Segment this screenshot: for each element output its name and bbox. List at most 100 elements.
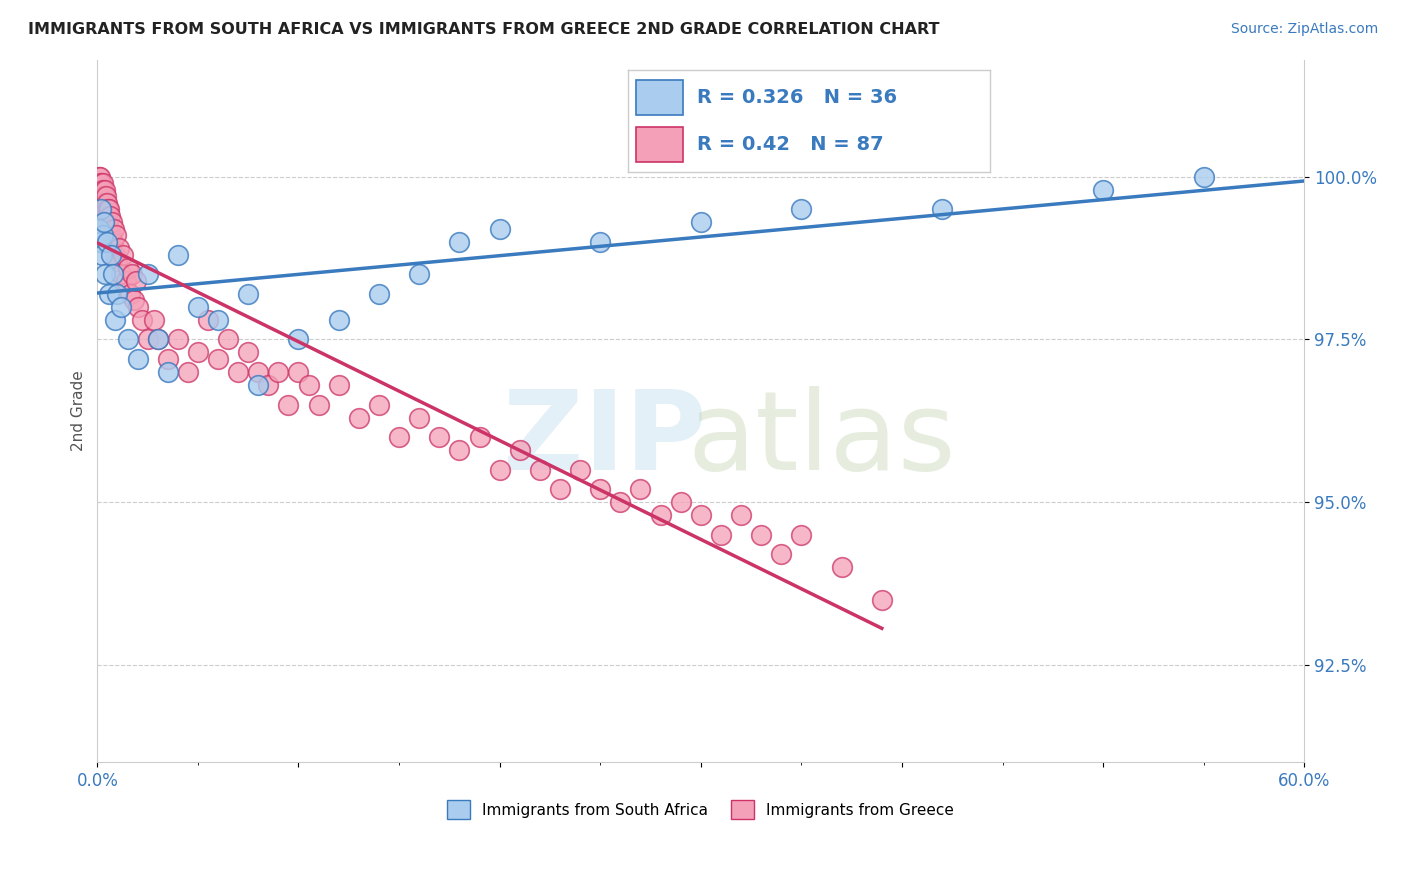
Point	[328, 313, 350, 327]
Point	[156, 365, 179, 379]
Point	[589, 235, 612, 249]
Point	[1192, 169, 1215, 184]
Point	[548, 482, 571, 496]
Point	[124, 274, 146, 288]
Point	[931, 202, 953, 217]
Legend: Immigrants from South Africa, Immigrants from Greece: Immigrants from South Africa, Immigrants…	[441, 794, 960, 825]
Point	[90, 189, 112, 203]
Point	[93, 189, 115, 203]
Point	[91, 248, 114, 262]
Point	[89, 183, 111, 197]
Point	[98, 222, 121, 236]
Point	[427, 430, 450, 444]
Point	[488, 462, 510, 476]
Point	[166, 333, 188, 347]
Point	[238, 286, 260, 301]
Point	[114, 274, 136, 288]
Point	[449, 443, 471, 458]
Point	[287, 333, 309, 347]
Point	[166, 248, 188, 262]
Point	[509, 443, 531, 458]
Point	[650, 508, 672, 523]
Point	[136, 333, 159, 347]
Text: IMMIGRANTS FROM SOUTH AFRICA VS IMMIGRANTS FROM GREECE 2ND GRADE CORRELATION CHA: IMMIGRANTS FROM SOUTH AFRICA VS IMMIGRAN…	[28, 22, 939, 37]
Point	[238, 345, 260, 359]
Point	[136, 268, 159, 282]
Point	[103, 235, 125, 249]
Point	[669, 495, 692, 509]
Point	[689, 508, 711, 523]
Point	[90, 202, 112, 217]
Point	[98, 286, 121, 301]
Point	[93, 215, 115, 229]
Point	[100, 248, 122, 262]
Point	[347, 410, 370, 425]
Point	[156, 351, 179, 366]
Point	[870, 592, 893, 607]
Point	[207, 351, 229, 366]
Point	[297, 378, 319, 392]
Point	[449, 235, 471, 249]
Point	[107, 254, 129, 268]
Point	[122, 293, 145, 308]
Point	[488, 222, 510, 236]
Point	[87, 183, 110, 197]
Point	[207, 313, 229, 327]
Point	[790, 202, 813, 217]
Point	[408, 410, 430, 425]
Point	[408, 268, 430, 282]
Point	[110, 268, 132, 282]
Point	[831, 560, 853, 574]
Point	[98, 202, 121, 217]
Point	[104, 313, 127, 327]
Point	[103, 268, 125, 282]
Point	[790, 527, 813, 541]
Point	[101, 215, 124, 229]
Point	[89, 169, 111, 184]
Point	[93, 228, 115, 243]
Point	[127, 351, 149, 366]
Point	[730, 508, 752, 523]
Point	[104, 248, 127, 262]
Point	[770, 547, 793, 561]
Point	[589, 482, 612, 496]
Point	[110, 300, 132, 314]
Point	[267, 365, 290, 379]
Text: ZIP: ZIP	[502, 385, 706, 492]
Point	[257, 378, 280, 392]
Point	[89, 222, 111, 236]
Point	[569, 462, 592, 476]
Point	[91, 176, 114, 190]
Point	[93, 183, 115, 197]
Point	[93, 202, 115, 217]
Point	[217, 333, 239, 347]
Point	[118, 286, 141, 301]
Point	[368, 286, 391, 301]
Point	[96, 195, 118, 210]
Point	[287, 365, 309, 379]
Point	[226, 365, 249, 379]
Point	[277, 397, 299, 411]
Point	[468, 430, 491, 444]
Point	[368, 397, 391, 411]
Point	[103, 222, 125, 236]
Point	[749, 527, 772, 541]
Point	[630, 482, 652, 496]
Point	[328, 378, 350, 392]
Point	[96, 235, 118, 249]
Point	[197, 313, 219, 327]
Point	[94, 195, 117, 210]
Point	[97, 215, 120, 229]
Point	[146, 333, 169, 347]
Point	[121, 268, 143, 282]
Point	[146, 333, 169, 347]
Point	[90, 183, 112, 197]
Text: atlas: atlas	[688, 385, 956, 492]
Point	[117, 333, 139, 347]
Point	[187, 300, 209, 314]
Point	[100, 209, 122, 223]
Y-axis label: 2nd Grade: 2nd Grade	[72, 371, 86, 451]
Point	[105, 228, 128, 243]
Point	[308, 397, 330, 411]
Point	[609, 495, 631, 509]
